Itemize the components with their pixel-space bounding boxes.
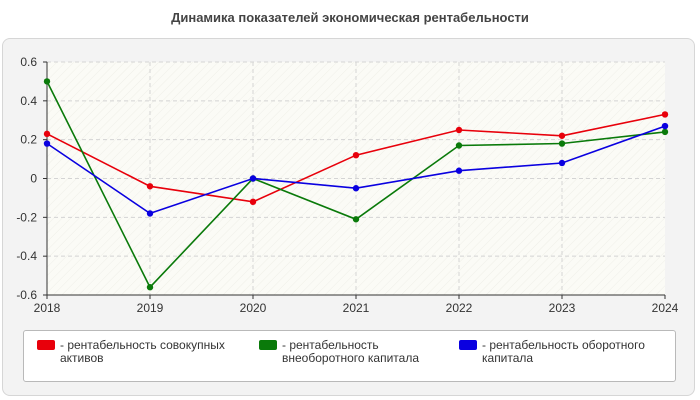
legend-swatch-red xyxy=(37,340,55,350)
data-point xyxy=(146,183,154,190)
data-point xyxy=(661,128,669,136)
legend-label: - рентабельность оборотного капитала xyxy=(482,338,645,365)
data-point xyxy=(146,284,154,291)
x-tick-label: 2019 xyxy=(137,301,164,315)
y-tick-label: 0.2 xyxy=(20,133,37,147)
x-tick-label: 2020 xyxy=(240,301,267,315)
series-group xyxy=(43,78,669,291)
y-tick-label: -0.4 xyxy=(16,249,37,263)
legend-swatch-blue xyxy=(459,340,477,350)
x-tick-label: 2021 xyxy=(343,301,370,315)
y-tick-label: 0 xyxy=(30,172,37,186)
x-tick-label: 2024 xyxy=(652,301,679,315)
axes xyxy=(43,61,666,299)
data-point xyxy=(43,78,51,85)
data-point xyxy=(558,159,566,167)
y-tick-label: -0.6 xyxy=(16,288,37,302)
data-point xyxy=(455,126,463,134)
data-point xyxy=(249,175,257,182)
y-tick-label: 0.6 xyxy=(20,55,37,69)
y-tick-labels: 0.6 0.4 0.2 0 -0.2 -0.4 -0.6 xyxy=(16,55,37,302)
data-point xyxy=(352,152,360,159)
data-point xyxy=(352,216,360,223)
data-point xyxy=(43,140,51,147)
x-tick-labels: 2018 2019 2020 2021 2022 2023 2024 xyxy=(34,301,679,315)
data-point xyxy=(558,140,566,147)
legend-swatch-green xyxy=(259,340,277,350)
data-point xyxy=(558,132,566,139)
y-tick-label: -0.2 xyxy=(16,210,37,224)
data-point xyxy=(455,167,463,174)
x-tick-label: 2018 xyxy=(34,301,61,315)
legend-label: - рентабельность совокупных активов xyxy=(60,338,225,365)
legend: - рентабельность совокупных активов - ре… xyxy=(23,330,676,382)
data-point xyxy=(249,198,257,205)
legend-label: - рентабельность внеоборотного капитала xyxy=(282,338,419,365)
data-point xyxy=(661,122,669,130)
data-point xyxy=(146,210,154,217)
x-tick-label: 2022 xyxy=(446,301,473,315)
y-tick-label: 0.4 xyxy=(20,94,37,108)
x-tick-label: 2023 xyxy=(549,301,576,315)
data-point xyxy=(455,142,463,149)
data-point xyxy=(43,130,51,138)
data-point xyxy=(661,111,669,118)
data-point xyxy=(352,185,360,192)
chart-title: Динамика показателей экономическая рента… xyxy=(171,10,529,25)
